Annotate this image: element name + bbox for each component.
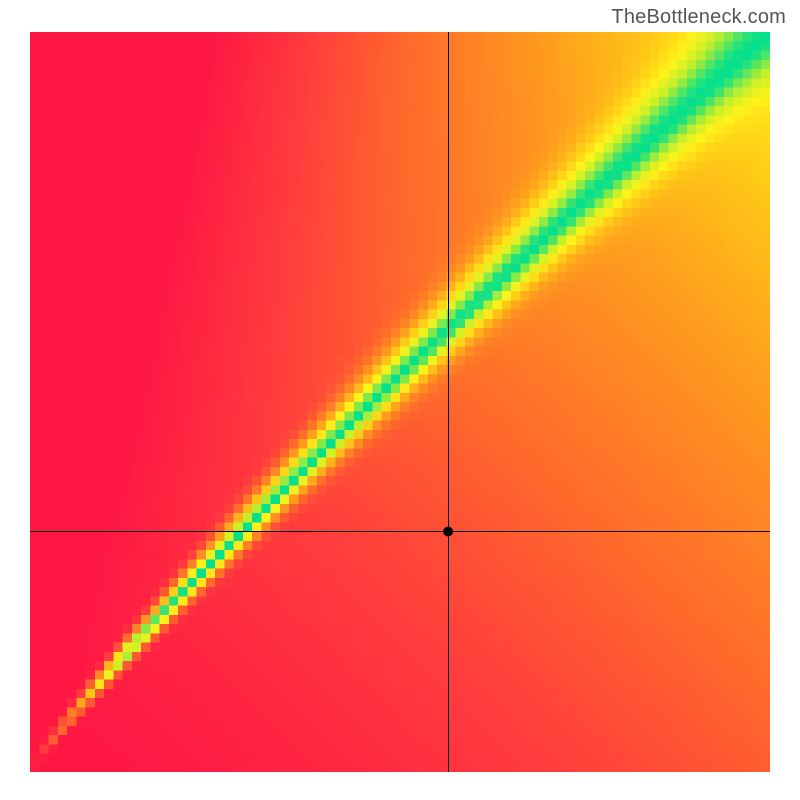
crosshair-vertical-line <box>448 32 449 772</box>
bottleneck-heatmap <box>30 32 770 772</box>
watermark-text: TheBottleneck.com <box>611 6 786 29</box>
crosshair-horizontal-line <box>30 531 770 532</box>
